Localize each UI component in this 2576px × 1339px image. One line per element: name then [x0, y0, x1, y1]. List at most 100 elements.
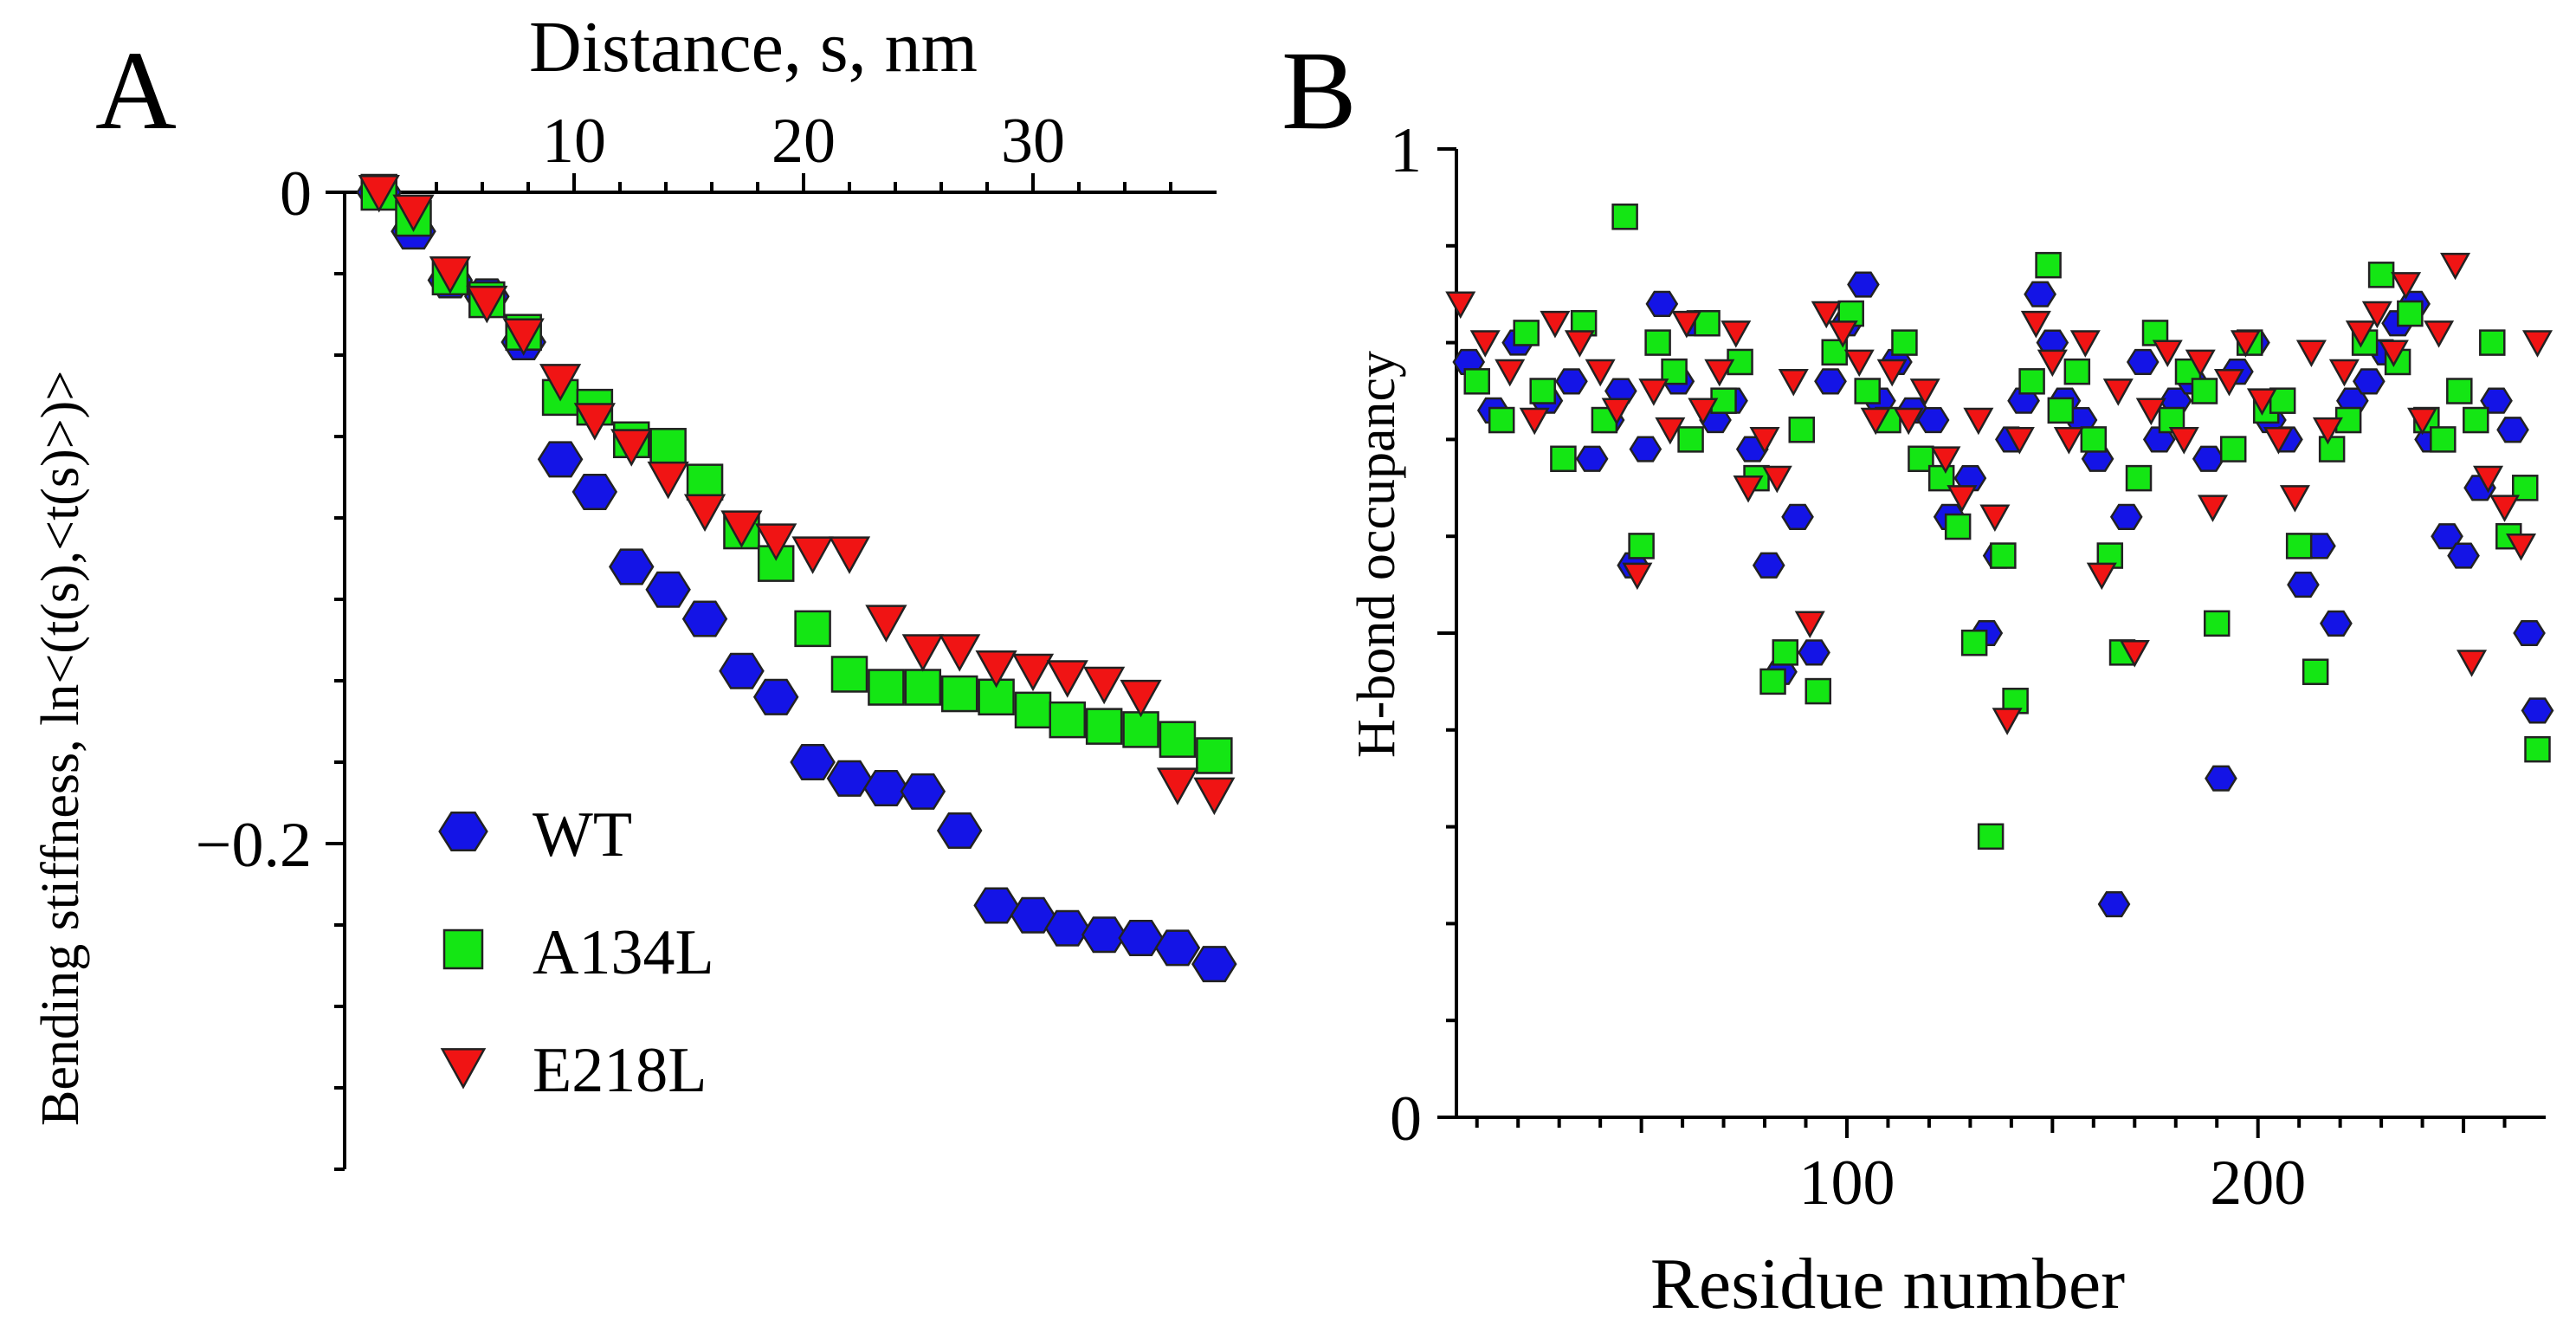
panel-b-point-E218L: [2185, 349, 2216, 378]
panel-b-series-A134L: [1463, 204, 2551, 851]
panel-b-point-WT: [2126, 348, 2160, 376]
panel-b-axes: 100 200 0 1: [1390, 115, 2546, 1219]
panel-b-point-A134L: [2125, 464, 2153, 492]
panel-b-point-A134L: [2035, 251, 2062, 279]
panel-b-point-A134L: [1804, 677, 1832, 705]
panel-a-point-E218L: [647, 461, 689, 500]
panel-b-point-E218L: [2473, 465, 2504, 494]
panel-a-point-WT: [1044, 909, 1090, 947]
panel-b-point-WT: [2447, 542, 2480, 569]
panel-b-point-WT: [2287, 572, 2320, 598]
panel-b-point-WT: [2480, 387, 2513, 414]
panel-a-point-E218L: [865, 605, 907, 643]
panel-b-point-WT: [1629, 436, 1662, 463]
panel-b-point-E218L: [2020, 310, 2051, 339]
panel-b-point-WT: [1555, 368, 1588, 395]
panel-b-point-A134L: [1628, 533, 1655, 560]
panel-a-point-WT: [571, 473, 618, 510]
panel-b-point-E218L: [1827, 320, 1858, 348]
panel-a-x-tick-label: 30: [1001, 106, 1065, 177]
panel-a-point-A134L: [830, 656, 868, 693]
panel-b-point-E218L: [2152, 340, 2183, 367]
panel-b-point-A134L: [1644, 329, 1671, 356]
panel-a-point-E218L: [429, 256, 472, 294]
panel-a-point-E218L: [1193, 777, 1236, 816]
panel-b-point-WT: [1916, 406, 1950, 434]
panel-b-x-tick-label: 100: [1798, 1148, 1895, 1219]
panel-b-point-E218L: [1655, 417, 1686, 445]
panel-a-point-E218L: [828, 536, 871, 574]
panel-b-point-E218L: [1909, 378, 1940, 406]
panel-b-point-E218L: [2037, 349, 2068, 378]
panel-b-point-WT: [2109, 503, 2143, 530]
panel-b-point-A134L: [1513, 320, 1540, 346]
panel-b-point-E218L: [1540, 310, 1571, 339]
panel-b-y-tick-label: 1: [1390, 115, 1422, 186]
panel-b-point-A134L: [2219, 436, 2247, 463]
panel-b-point-A134L: [1960, 629, 1988, 657]
panel-b-point-E218L: [1495, 359, 1526, 387]
panel-b-point-WT: [2192, 445, 2225, 472]
panel-b-point-A134L: [1463, 368, 1490, 395]
panel-a-point-WT: [1154, 929, 1201, 967]
panel-b-point-A134L: [2397, 300, 2424, 327]
panel-b-point-WT: [1575, 445, 1609, 472]
panel-a-legend: WT A134L E218L: [438, 799, 714, 1106]
panel-b-point-E218L: [1733, 475, 1764, 503]
panel-a-legend-marker-A134L: [442, 928, 484, 970]
panel-b-point-E218L: [2457, 650, 2488, 677]
panel-a-point-A134L: [904, 669, 942, 706]
panel-a-point-A134L: [1049, 701, 1086, 739]
panel-b-point-A134L: [1891, 329, 1918, 356]
panel-b-point-E218L: [1811, 301, 1842, 329]
panel-b-point-A134L: [1694, 309, 1721, 337]
panel-b-y-tick-label: 0: [1390, 1083, 1422, 1155]
panel-b-point-E218L: [1469, 330, 1501, 358]
panel-b-point-E218L: [1979, 504, 2011, 533]
panel-b-point-E218L: [2328, 359, 2360, 387]
panel-b-letter: B: [1282, 29, 1357, 153]
panel-b-point-E218L: [2505, 534, 2537, 561]
panel-b-point-E218L: [2424, 320, 2455, 348]
panel-b-point-E218L: [2361, 301, 2392, 329]
panel-b-point-E218L: [2295, 340, 2327, 367]
panel-a-point-E218L: [1120, 679, 1162, 718]
panel-a-point-E218L: [539, 364, 582, 402]
panel-b-point-E218L: [1876, 359, 1908, 387]
panel-a-point-WT: [1010, 896, 1056, 934]
panel-a-point-A134L: [1085, 708, 1123, 745]
panel-b-point-WT: [1814, 368, 1847, 395]
panel-b-point-E218L: [2168, 427, 2199, 455]
panel-a-point-WT: [1118, 920, 1164, 957]
panel-b-point-A134L: [2430, 426, 2457, 453]
panel-a-point-E218L: [901, 634, 944, 672]
panel-a-axes: 10 20 30 0 −0.2: [196, 106, 1217, 1171]
panel-b-point-A134L: [2524, 735, 2551, 763]
panel-a-point-WT: [1191, 946, 1237, 983]
panel-b-point-E218L: [2279, 485, 2310, 513]
panel-a-point-A134L: [794, 610, 831, 648]
panel-a-legend-marker-WT: [438, 812, 488, 851]
panel-a-point-A134L: [1159, 721, 1197, 758]
panel-a-point-WT: [537, 441, 584, 478]
panel-a-point-WT: [681, 600, 728, 637]
panel-a: A Distance, s, nm 10 20 30 0 −0.2 Bending st…: [31, 7, 1237, 1171]
panel-a-marks: [356, 173, 1237, 983]
panel-b-point-E218L: [1622, 562, 1653, 591]
panel-a-y-axis-title-text: Bending stiffness, ln<(t(s),<t(s)>)>: [31, 371, 90, 1126]
panel-a-point-E218L: [791, 536, 834, 574]
panel-b-x-tick-label: 200: [2210, 1148, 2306, 1219]
panel-a-point-A134L: [1014, 691, 1052, 729]
panel-b-point-E218L: [1749, 427, 1780, 455]
panel-b-point-WT: [2513, 619, 2546, 647]
panel-a-y-tick-label: 0: [280, 158, 312, 230]
panel-b-point-WT: [2496, 417, 2529, 443]
panel-b-point-E218L: [1893, 407, 1924, 436]
panel-b-point-E218L: [2213, 368, 2244, 397]
panel-b-point-E218L: [2521, 330, 2553, 358]
panel-b-point-E218L: [2407, 407, 2438, 436]
panel-b-point-E218L: [1638, 378, 1669, 406]
panel-b-point-A134L: [2191, 378, 2218, 404]
panel-b: B H-bond occupancy Residue number 100 200…: [1282, 29, 2554, 1324]
panel-b-point-E218L: [1947, 485, 1978, 513]
